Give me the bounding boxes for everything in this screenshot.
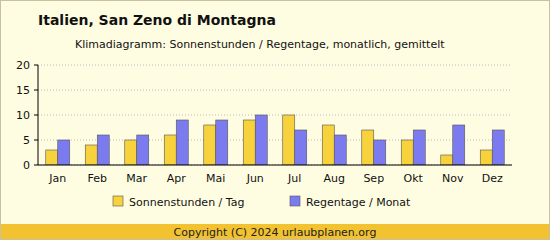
bar: [243, 120, 255, 165]
x-tick-label: Apr: [167, 172, 187, 185]
x-tick-label: Aug: [324, 172, 345, 185]
bar: [441, 155, 453, 165]
bar: [401, 140, 413, 165]
legend-swatch: [113, 196, 123, 206]
x-tick-label: Jan: [48, 172, 66, 185]
bar: [374, 140, 386, 165]
footer-text: Copyright (C) 2024 urlaubplanen.org: [174, 226, 377, 239]
x-tick-label: Dez: [482, 172, 503, 185]
bar: [176, 120, 188, 165]
y-tick: [34, 140, 38, 141]
bar: [413, 130, 425, 165]
x-tick-label: Mar: [126, 172, 147, 185]
bar: [46, 150, 58, 165]
footer-bar: [1, 224, 549, 239]
x-axis: [38, 165, 512, 166]
y-tick-label: 15: [16, 84, 30, 97]
x-tick-label: Okt: [404, 172, 424, 185]
bar: [334, 135, 346, 165]
y-tick-label: 10: [16, 109, 30, 122]
bar: [216, 120, 228, 165]
grid-line: [38, 65, 512, 66]
x-tick-label: Feb: [88, 172, 107, 185]
y-tick: [34, 115, 38, 116]
chart: Italien, San Zeno di Montagna Klimadiagra…: [0, 0, 550, 240]
subtitle: Klimadiagramm: Sonnenstunden / Regentage…: [75, 38, 445, 51]
grid-line: [38, 165, 512, 166]
bar: [255, 115, 267, 165]
bar: [295, 130, 307, 165]
bar: [164, 135, 176, 165]
bar: [362, 130, 374, 165]
x-tick-label: Jun: [246, 172, 264, 185]
x-tick-label: Jul: [287, 172, 301, 185]
bar: [204, 125, 216, 165]
bar: [58, 140, 70, 165]
title: Italien, San Zeno di Montagna: [38, 12, 276, 28]
y-tick: [34, 165, 38, 166]
bar: [137, 135, 149, 165]
x-tick-label: Nov: [442, 172, 464, 185]
bar: [97, 135, 109, 165]
bar: [125, 140, 137, 165]
x-tick-label: Mai: [206, 172, 225, 185]
bars: [46, 115, 505, 165]
bar: [283, 115, 295, 165]
y-tick: [34, 65, 38, 66]
bar: [480, 150, 492, 165]
legend-label: Regentage / Monat: [306, 196, 411, 209]
y-tick-label: 5: [23, 134, 30, 147]
legend-swatch: [290, 196, 300, 206]
y-axis: [38, 65, 39, 165]
grid-line: [38, 115, 512, 116]
bar: [492, 130, 504, 165]
bar: [85, 145, 97, 165]
y-tick-label: 20: [16, 59, 30, 72]
legend-label: Sonnenstunden / Tag: [129, 196, 244, 209]
background: [1, 1, 550, 240]
grid-line: [38, 90, 512, 91]
bar: [453, 125, 465, 165]
y-tick-label: 0: [23, 159, 30, 172]
x-tick-label: Sep: [363, 172, 384, 185]
y-tick: [34, 90, 38, 91]
bar: [322, 125, 334, 165]
